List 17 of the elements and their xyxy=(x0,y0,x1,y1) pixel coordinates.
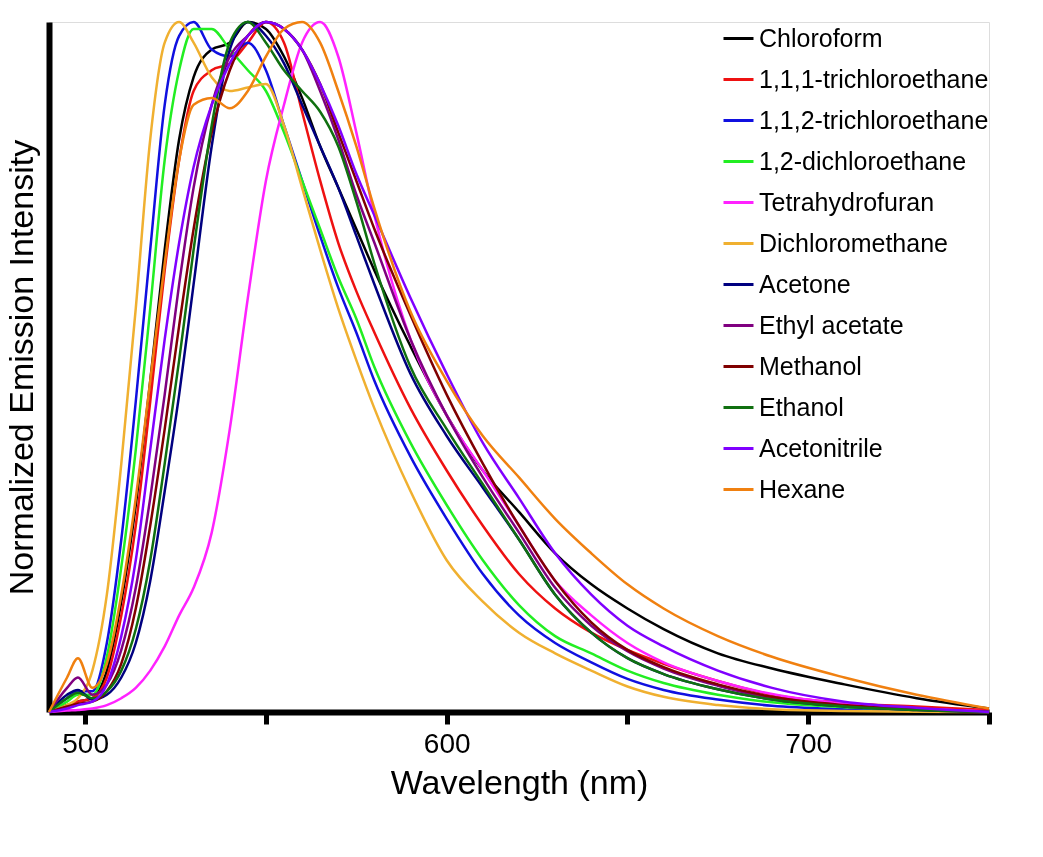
legend-label: Acetone xyxy=(759,269,851,298)
x-tick-label: 600 xyxy=(423,727,471,759)
legend-label: Hexane xyxy=(759,474,846,503)
legend-label: Dichloromethane xyxy=(759,228,948,257)
legend-label: 1,2-dichloroethane xyxy=(759,146,967,175)
legend-label: Chloroform xyxy=(759,23,883,52)
legend-label: 1,1,2-trichloroethane xyxy=(759,105,989,134)
y-axis-title: Normalized Emission Intensity xyxy=(1,139,40,596)
x-tick-label: 700 xyxy=(785,727,833,759)
legend-label: Acetonitrile xyxy=(759,433,883,462)
legend-label: 1,1,1-trichloroethane xyxy=(759,64,989,93)
x-tick-label: 500 xyxy=(62,727,110,759)
legend-label: Methanol xyxy=(759,351,862,380)
x-axis-title: Wavelength (nm) xyxy=(390,762,649,801)
legend-label: Tetrahydrofuran xyxy=(759,187,935,216)
legend-label: Ethyl acetate xyxy=(759,310,904,339)
legend-label: Ethanol xyxy=(759,392,844,421)
